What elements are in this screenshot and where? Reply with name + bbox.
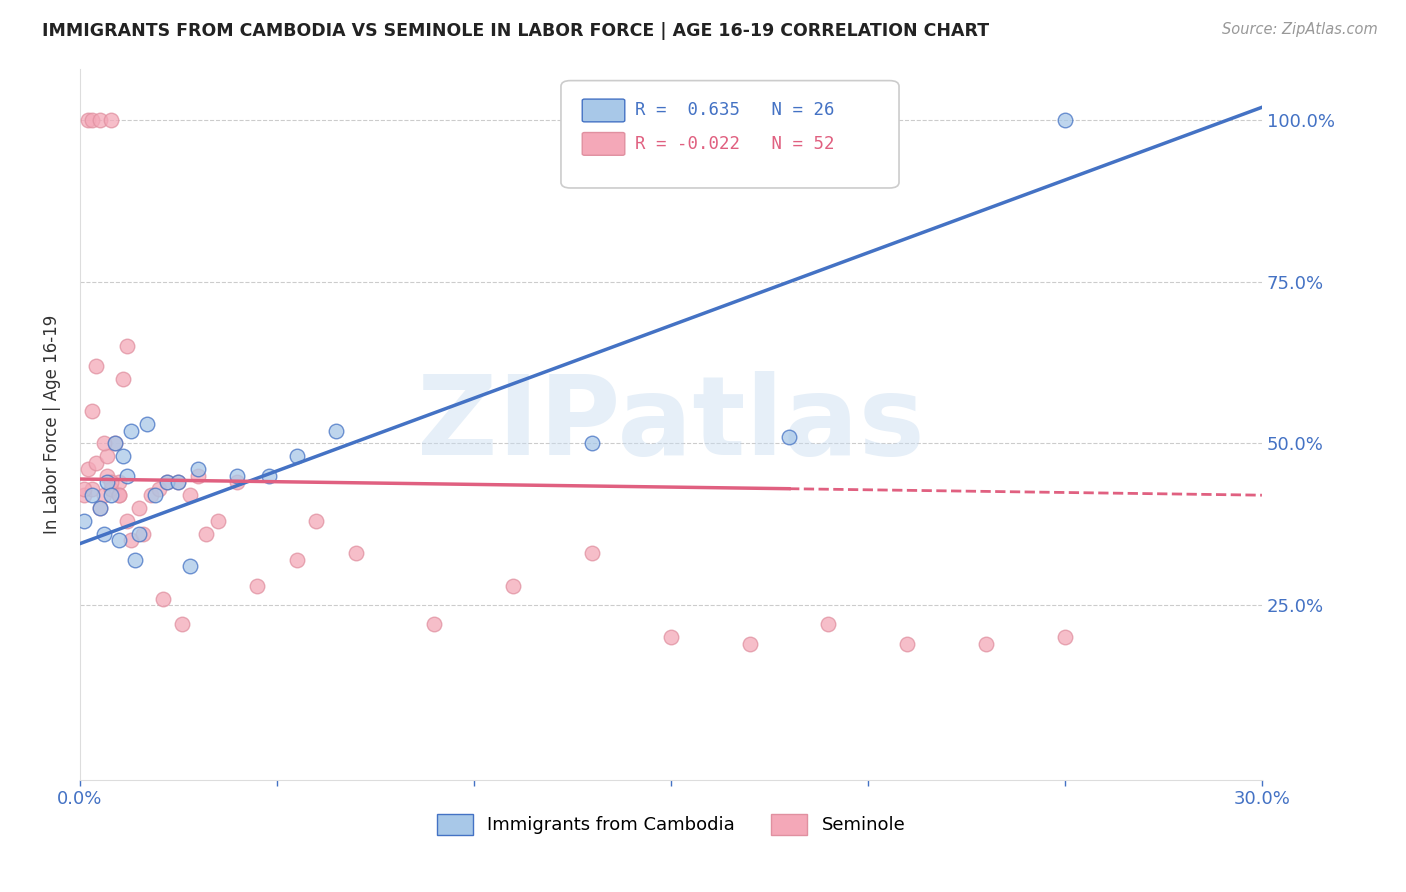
Point	[896, 637, 918, 651]
Point	[76, 462, 98, 476]
Point	[108, 475, 131, 490]
Point	[108, 488, 131, 502]
Point	[778, 430, 800, 444]
Point	[96, 450, 118, 464]
Point	[100, 488, 122, 502]
Point	[104, 436, 127, 450]
Point	[115, 468, 138, 483]
Point	[226, 468, 249, 483]
Point	[108, 533, 131, 548]
Point	[76, 113, 98, 128]
Point	[124, 553, 146, 567]
Point	[659, 631, 682, 645]
Point	[257, 468, 280, 483]
Y-axis label: In Labor Force | Age 16-19: In Labor Force | Age 16-19	[44, 315, 60, 533]
Point	[89, 501, 111, 516]
Point	[73, 482, 96, 496]
Point	[179, 559, 201, 574]
Point	[89, 113, 111, 128]
Point	[423, 617, 446, 632]
Point	[974, 637, 997, 651]
Point	[172, 617, 194, 632]
Point	[502, 579, 524, 593]
Point	[115, 514, 138, 528]
Point	[305, 514, 328, 528]
Point	[152, 591, 174, 606]
Point	[581, 436, 603, 450]
Point	[148, 482, 170, 496]
Point	[155, 475, 177, 490]
Point	[120, 533, 142, 548]
Point	[73, 514, 96, 528]
Point	[80, 482, 103, 496]
FancyBboxPatch shape	[582, 133, 624, 155]
Point	[100, 113, 122, 128]
Point	[285, 450, 308, 464]
Point	[194, 527, 217, 541]
Point	[93, 527, 115, 541]
Point	[1053, 631, 1076, 645]
Point	[187, 468, 209, 483]
Point	[207, 514, 229, 528]
Point	[817, 617, 839, 632]
Text: ZIPatlas: ZIPatlas	[418, 370, 925, 477]
Point	[139, 488, 162, 502]
Point	[226, 475, 249, 490]
Point	[73, 488, 96, 502]
Point	[1053, 113, 1076, 128]
Point	[80, 404, 103, 418]
Point	[128, 527, 150, 541]
Point	[112, 450, 135, 464]
Point	[93, 488, 115, 502]
Point	[738, 637, 761, 651]
Point	[120, 424, 142, 438]
Point	[179, 488, 201, 502]
Text: R =  0.635   N = 26: R = 0.635 N = 26	[636, 102, 835, 120]
Point	[344, 546, 367, 560]
Point	[96, 475, 118, 490]
Point	[246, 579, 269, 593]
Point	[167, 475, 190, 490]
Point	[128, 501, 150, 516]
Point	[132, 527, 155, 541]
Text: R = -0.022   N = 52: R = -0.022 N = 52	[636, 135, 835, 153]
Point	[93, 436, 115, 450]
Point	[325, 424, 347, 438]
Point	[80, 113, 103, 128]
Point	[167, 475, 190, 490]
Point	[84, 456, 107, 470]
Point	[155, 475, 177, 490]
Point	[285, 553, 308, 567]
FancyBboxPatch shape	[561, 80, 898, 188]
Point	[96, 468, 118, 483]
Point	[108, 488, 131, 502]
Point	[104, 436, 127, 450]
Text: IMMIGRANTS FROM CAMBODIA VS SEMINOLE IN LABOR FORCE | AGE 16-19 CORRELATION CHAR: IMMIGRANTS FROM CAMBODIA VS SEMINOLE IN …	[42, 22, 990, 40]
Point	[100, 475, 122, 490]
Legend: Immigrants from Cambodia, Seminole: Immigrants from Cambodia, Seminole	[436, 814, 905, 835]
Point	[89, 501, 111, 516]
Point	[100, 482, 122, 496]
Point	[143, 488, 166, 502]
Point	[112, 372, 135, 386]
Point	[80, 488, 103, 502]
FancyBboxPatch shape	[582, 99, 624, 122]
Point	[115, 339, 138, 353]
Point	[581, 546, 603, 560]
Point	[84, 359, 107, 373]
Point	[135, 417, 157, 431]
Text: Source: ZipAtlas.com: Source: ZipAtlas.com	[1222, 22, 1378, 37]
Point	[187, 462, 209, 476]
